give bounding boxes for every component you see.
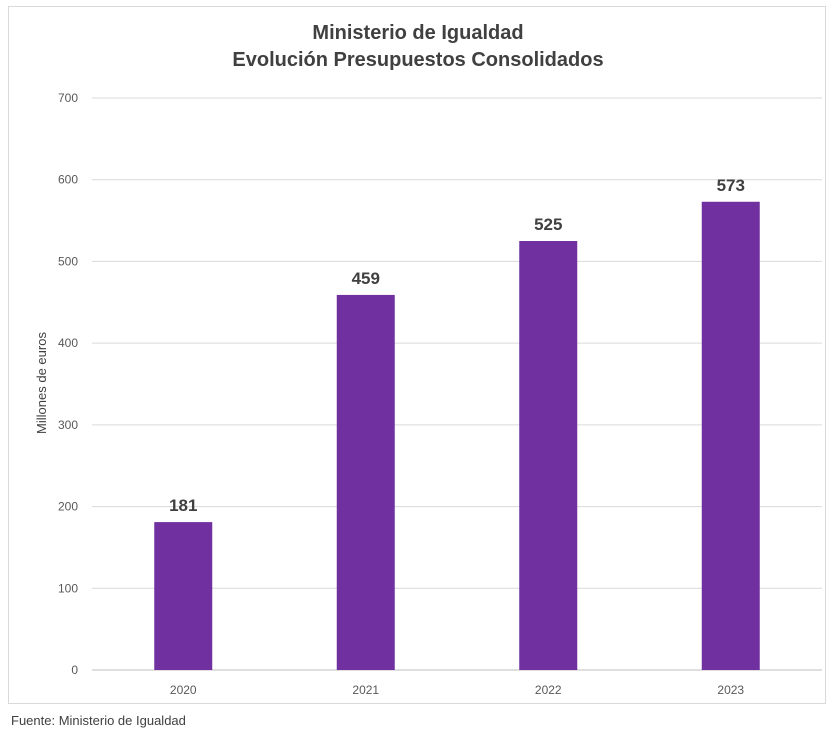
x-tick-label: 2022 [535,683,562,697]
bar-2023 [701,201,760,670]
x-axis-ticks: 2020 2021 2022 2023 [170,683,745,697]
bars: 181 459 525 573 [154,176,760,670]
y-tick-label: 600 [58,173,78,187]
y-tick-label: 500 [58,254,78,268]
x-tick-label: 2021 [352,683,379,697]
y-tick-label: 0 [71,663,78,677]
data-label-2021: 459 [352,269,380,288]
chart-title: Ministerio de Igualdad [312,22,524,44]
bar-2020 [154,522,213,670]
data-label-2020: 181 [169,496,197,515]
y-tick-label: 700 [58,91,78,105]
bar-2021 [336,294,395,670]
y-tick-label: 100 [58,581,78,595]
x-tick-label: 2020 [170,683,197,697]
gridlines [92,97,822,671]
y-axis-ticks: 0 100 200 300 400 500 600 700 [58,91,78,677]
data-label-2022: 525 [534,215,562,234]
y-tick-label: 400 [58,336,78,350]
y-tick-label: 300 [58,418,78,432]
x-tick-label: 2023 [717,683,744,697]
chart-subtitle: Evolución Presupuestos Consolidados [232,49,604,71]
source-note: Fuente: Ministerio de Igualdad [11,713,186,728]
bar-2022 [519,241,578,670]
y-tick-label: 200 [58,500,78,514]
chart-frame [8,6,826,704]
data-label-2023: 573 [717,176,745,195]
y-axis-label: Millones de euros [34,332,49,434]
